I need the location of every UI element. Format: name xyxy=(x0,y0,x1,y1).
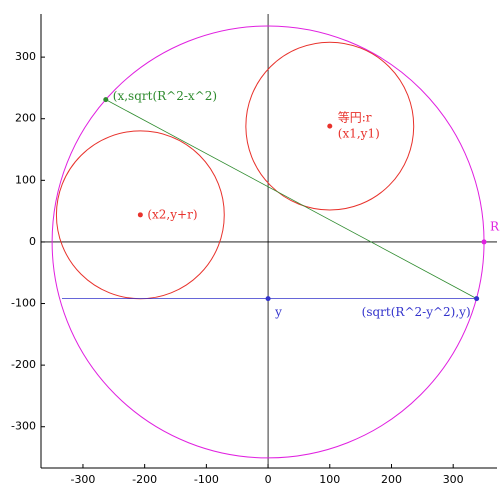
point-label: 等円:r xyxy=(338,111,372,125)
point-label: (x,sqrt(R^2-x^2) xyxy=(113,89,217,103)
x-tick-label: 0 xyxy=(265,473,272,486)
x-tick-label: -100 xyxy=(194,473,219,486)
circle xyxy=(245,41,415,211)
point-label: (sqrt(R^2-y^2),y) xyxy=(362,305,471,319)
point xyxy=(481,239,487,245)
y-tick-label: -300 xyxy=(11,420,36,433)
y-tick-label: 300 xyxy=(15,50,36,63)
point-label: (x2,y+r) xyxy=(147,207,197,221)
point xyxy=(327,123,333,129)
y-tick-label: 100 xyxy=(15,173,36,186)
x-tick-label: -300 xyxy=(70,473,95,486)
point-label: y xyxy=(274,305,282,319)
x-tick-label: -200 xyxy=(132,473,157,486)
point xyxy=(137,212,143,218)
y-tick-label: 200 xyxy=(15,112,36,125)
y-tick-label: -200 xyxy=(11,358,36,371)
segment xyxy=(105,99,477,299)
y-tick-label: -100 xyxy=(11,297,36,310)
point xyxy=(474,296,480,302)
point-label: R xyxy=(490,219,500,233)
x-tick-label: 300 xyxy=(443,473,464,486)
x-tick-label: 200 xyxy=(381,473,402,486)
y-tick-label: 0 xyxy=(29,235,36,248)
point xyxy=(103,97,109,103)
x-tick-label: 100 xyxy=(319,473,340,486)
point-label: (x1,y1) xyxy=(338,127,380,141)
point xyxy=(265,296,271,302)
